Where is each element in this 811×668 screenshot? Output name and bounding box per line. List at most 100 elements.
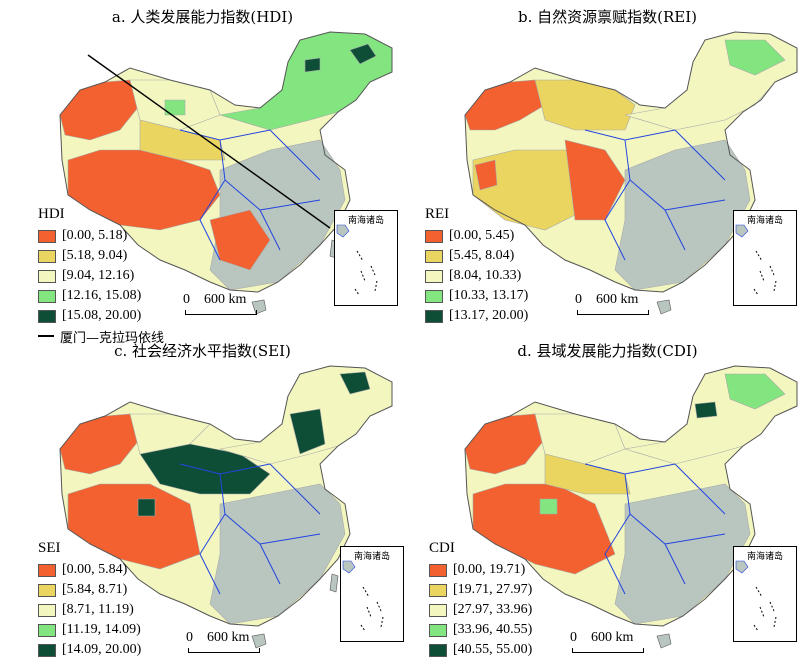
legend-item: [27.97, 33.96) [429, 600, 532, 620]
legend-swatch [429, 603, 447, 617]
scale-bar: 0 600 km [183, 292, 257, 315]
inset-map: 南海诸岛 [334, 210, 398, 306]
legend-swatch [429, 623, 447, 637]
inset-title: 南海诸岛 [746, 216, 783, 226]
region-class5 [349, 43, 377, 65]
legend-swatch [38, 309, 56, 323]
legend-item: [5.45, 8.04) [425, 246, 528, 266]
legend-title: SEI [38, 540, 61, 556]
legend-label: [8.04, 10.33) [449, 268, 522, 283]
legend-label: [8.71, 11.19) [62, 602, 134, 617]
map-group [59, 365, 393, 649]
china-outline [464, 31, 798, 293]
panel-title: c. 社会经济水平指数(SEI) [114, 342, 291, 360]
panel-title: d. 县域发展能力指数(CDI) [517, 342, 698, 360]
map-group [464, 31, 798, 315]
legend-item: 厦门—克拉玛依线 [38, 326, 164, 346]
legend-label: [14.09, 20.00) [62, 642, 142, 657]
legend-swatch [425, 309, 443, 323]
region-background_region [614, 483, 751, 625]
inset-map: 南海诸岛 [733, 546, 797, 642]
legend-line-label: 厦门—克拉玛依线 [60, 330, 165, 346]
region-class1 [474, 159, 498, 191]
province-boundaries [179, 463, 321, 595]
legend-label: [33.96, 40.55) [453, 622, 533, 637]
scale-bar: 0 600 km [186, 630, 260, 653]
inset-islands [735, 560, 777, 632]
legend-item: [12.16, 15.08) [38, 286, 164, 306]
legend: CDI [0.00, 19.71) [19.71, 27.97) [27.97,… [429, 540, 532, 660]
china-outline [59, 365, 393, 627]
region-background_region [209, 483, 346, 625]
scale-bar: 0 600 km [575, 292, 649, 315]
legend: SEI [0.00, 5.84) [5.84, 8.71) [8.71, 11.… [38, 540, 141, 660]
scale-bar: 0 600 km [570, 630, 644, 653]
legend-swatch [38, 603, 56, 617]
xiamen-karamay-line [87, 54, 331, 229]
legend-item: [0.00, 5.84) [38, 560, 141, 580]
panel-hdi: a. 人类发展能力指数(HDI) HDI [0.00, 5.18) [5.18,… [0, 0, 405, 346]
inset-islands [336, 224, 378, 296]
province-boundaries [584, 463, 726, 595]
legend-item: [14.09, 20.00) [38, 640, 141, 660]
inset-title: 南海诸岛 [746, 552, 783, 562]
legend: REI [0.00, 5.45) [5.45, 8.04) [8.04, 10.… [425, 206, 528, 326]
legend-label: [40.55, 55.00) [453, 642, 533, 657]
china-outline [464, 365, 798, 627]
legend-label: [19.71, 27.97) [453, 582, 533, 597]
panel-rei: b. 自然资源禀赋指数(REI) REI [0.00, 5.45) [5.45,… [405, 0, 810, 334]
region-class4 [724, 373, 786, 410]
scale-line [188, 648, 260, 653]
legend-label: [12.16, 15.08) [62, 288, 142, 303]
panel-title: a. 人类发展能力指数(HDI) [111, 8, 294, 26]
inset-islands [342, 560, 384, 632]
legend-item: [5.18, 9.04) [38, 246, 164, 266]
legend-label: [15.08, 20.00) [62, 308, 142, 323]
legend-item: [0.00, 5.45) [425, 226, 528, 246]
legend-swatch [38, 623, 56, 637]
legend-swatch [38, 249, 56, 263]
inset-islands [735, 224, 777, 296]
legend-label: [0.00, 5.45) [449, 228, 515, 243]
legend-swatch [425, 269, 443, 283]
legend-item: [11.19, 14.09) [38, 620, 141, 640]
hainan-island [656, 299, 672, 315]
legend-title: HDI [38, 206, 65, 222]
legend-swatch [429, 583, 447, 597]
legend-item: [33.96, 40.55) [429, 620, 532, 640]
legend-swatch [429, 643, 447, 657]
legend-title: REI [425, 206, 450, 222]
legend-swatch [429, 563, 447, 577]
region-class4 [539, 498, 558, 515]
legend: HDI [0.00, 5.18) [5.18, 9.04) [9.04, 12.… [38, 206, 164, 346]
scale-line [577, 310, 649, 315]
legend-item: [19.71, 27.97) [429, 580, 532, 600]
legend-swatch [425, 289, 443, 303]
scale-label: 0 600 km [570, 630, 634, 645]
region-class5 [289, 408, 326, 455]
legend-swatch [38, 563, 56, 577]
scale-label: 0 600 km [183, 292, 247, 307]
inset-title: 南海诸岛 [353, 552, 390, 562]
taiwan-island [329, 573, 339, 593]
region-class5 [694, 401, 718, 419]
legend-item: [9.04, 12.16) [38, 266, 164, 286]
legend-item: [8.71, 11.19) [38, 600, 141, 620]
panel-title: b. 自然资源禀赋指数(REI) [517, 8, 697, 26]
legend-title: CDI [429, 540, 455, 556]
legend-label: [5.45, 8.04) [449, 248, 515, 263]
legend-swatch [38, 229, 56, 243]
china-outline [59, 31, 393, 293]
scale-label: 0 600 km [186, 630, 250, 645]
legend-swatch [38, 289, 56, 303]
panel-sei: c. 社会经济水平指数(SEI) SEI [0.00, 5.84) [5.84,… [0, 334, 405, 668]
region-class3 [129, 413, 211, 455]
legend-label: [11.19, 14.09) [62, 622, 141, 637]
scale-line [185, 310, 257, 315]
legend-item: [10.33, 13.17) [425, 286, 528, 306]
province-boundaries [179, 129, 321, 261]
legend-label: [13.17, 20.00) [449, 308, 529, 323]
legend-label: [0.00, 5.84) [62, 562, 128, 577]
line-swatch [38, 335, 54, 337]
region-class5 [339, 371, 371, 395]
